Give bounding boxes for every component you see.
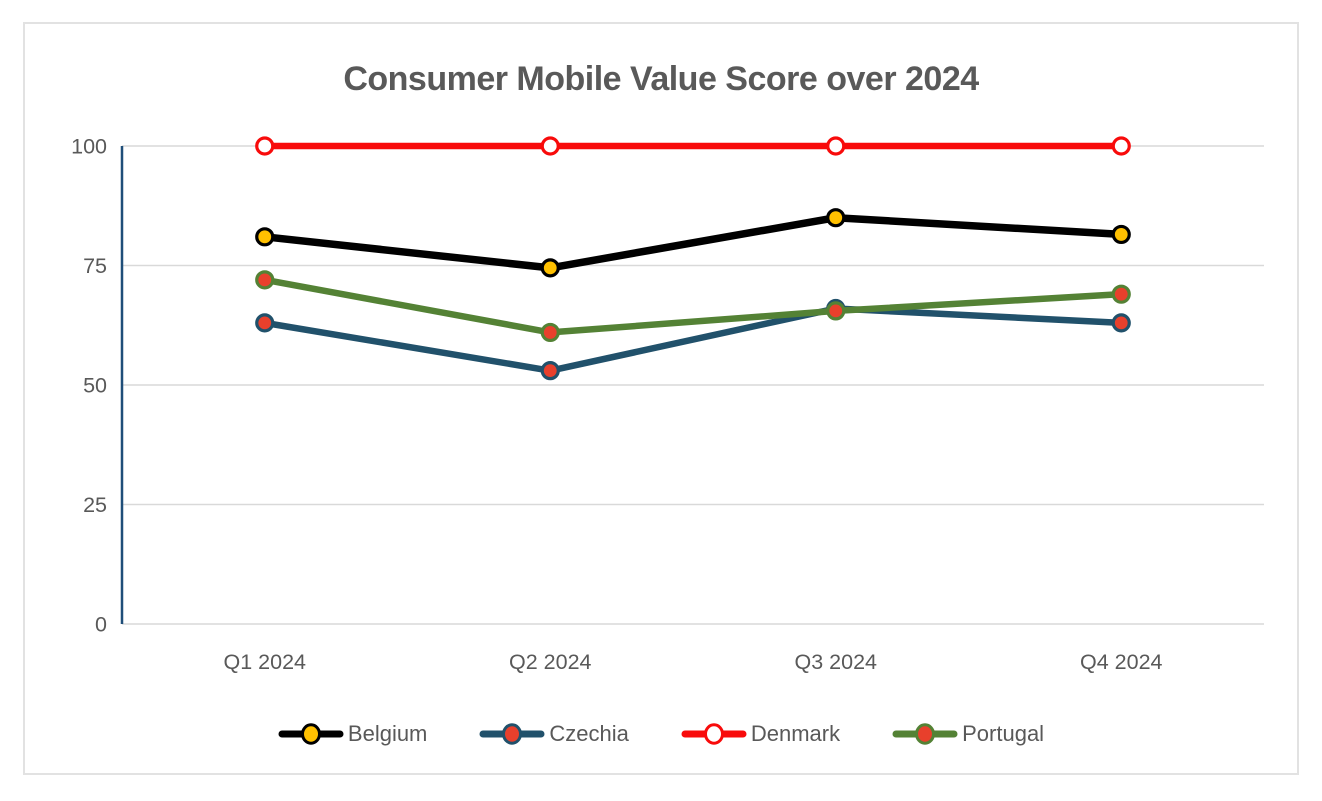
- legend-item-portugal: Portugal: [892, 721, 1044, 747]
- chart-frame: Consumer Mobile Value Score over 2024 0 2…: [23, 22, 1299, 775]
- marker-portugal-4: [1111, 284, 1131, 304]
- marker-belgium-3: [826, 208, 846, 228]
- marker-czechia-2: [540, 361, 560, 381]
- marker-denmark-1: [255, 136, 275, 156]
- legend-swatch-portugal: [892, 723, 958, 745]
- marker-belgium-4: [1111, 224, 1131, 245]
- y-tick-label-75: 75: [83, 254, 107, 278]
- y-tick-label-25: 25: [83, 493, 107, 517]
- marker-denmark-3: [826, 136, 846, 156]
- legend-label-denmark: Denmark: [750, 721, 841, 746]
- y-tick-label-100: 100: [71, 135, 107, 159]
- legend-swatch-czechia: [479, 723, 545, 745]
- legend-swatch-marker-denmark: [703, 723, 724, 745]
- x-tick-label-1: Q1 2024: [224, 650, 307, 674]
- marker-czechia-1: [255, 313, 275, 333]
- x-tick-label-3: Q3 2024: [795, 650, 878, 674]
- series-line-czechia: [261, 305, 1125, 374]
- legend-swatch-denmark: [681, 723, 747, 745]
- series-line-belgium: [261, 213, 1125, 272]
- marker-belgium-1: [255, 227, 275, 247]
- y-tick-label-0: 0: [95, 613, 107, 637]
- marker-portugal-1: [255, 270, 275, 290]
- marker-denmark-4: [1111, 136, 1131, 156]
- legend-swatch-marker-portugal: [915, 723, 936, 745]
- legend-swatch-belgium: [278, 723, 344, 745]
- chart-title: Consumer Mobile Value Score over 2024: [343, 60, 979, 98]
- marker-czechia-4: [1111, 313, 1131, 333]
- legend-label-czechia: Czechia: [549, 721, 629, 746]
- series-line-portugal: [261, 276, 1125, 336]
- marker-belgium-2: [540, 258, 560, 278]
- plot-area: 0 25 50 75 100 Q1 2024 Q2 2024 Q3 2024 Q4 2024: [71, 135, 1264, 674]
- legend-label-belgium: Belgium: [347, 721, 428, 746]
- marker-denmark-2: [540, 136, 560, 156]
- legend-swatch-marker-czechia: [502, 723, 523, 745]
- legend-item-belgium: Belgium: [278, 721, 427, 747]
- marker-portugal-3: [826, 301, 846, 321]
- legend-swatch-marker-belgium: [300, 723, 321, 745]
- legend-item-denmark: Denmark: [681, 721, 840, 747]
- legend: Belgium Czechia Denmark Portugal: [25, 721, 1297, 747]
- legend-item-czechia: Czechia: [479, 721, 629, 747]
- y-tick-label-50: 50: [83, 374, 107, 398]
- x-tick-label-4: Q4 2024: [1080, 650, 1163, 674]
- marker-portugal-2: [540, 322, 560, 343]
- x-tick-label-2: Q2 2024: [509, 650, 592, 674]
- legend-label-portugal: Portugal: [962, 721, 1045, 746]
